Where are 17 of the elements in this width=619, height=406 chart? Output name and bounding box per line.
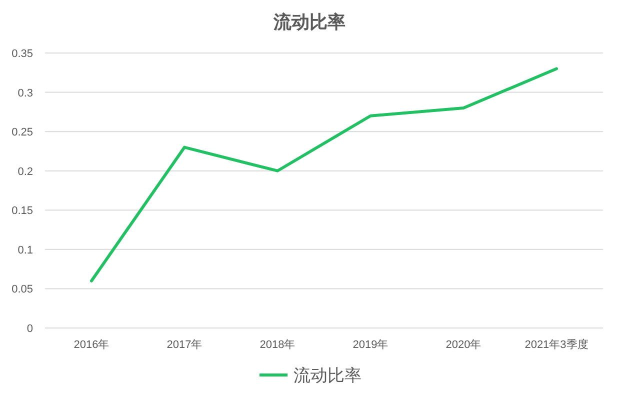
legend-label: 流动比率 bbox=[294, 366, 362, 385]
chart-title: 流动比率 bbox=[272, 12, 346, 32]
y-tick-label: 0.3 bbox=[18, 87, 33, 100]
y-tick-label: 0.25 bbox=[12, 126, 33, 139]
y-tick-label: 0.1 bbox=[18, 244, 33, 256]
x-tick-label: 2016年 bbox=[74, 339, 110, 351]
x-tick-label: 2020年 bbox=[446, 339, 482, 351]
y-tick-label: 0.2 bbox=[18, 166, 33, 178]
x-tick-label: 2019年 bbox=[352, 339, 388, 351]
y-tick-label: 0.05 bbox=[12, 284, 33, 296]
x-tick-label: 2018年 bbox=[260, 339, 296, 351]
x-tick-label: 2021年3季度 bbox=[524, 338, 588, 351]
y-tick-label: 0.35 bbox=[12, 48, 33, 60]
y-tick-label: 0 bbox=[26, 323, 33, 335]
x-tick-label: 2017年 bbox=[166, 339, 202, 351]
line-series bbox=[90, 67, 558, 282]
y-tick-label: 0.15 bbox=[12, 205, 33, 218]
